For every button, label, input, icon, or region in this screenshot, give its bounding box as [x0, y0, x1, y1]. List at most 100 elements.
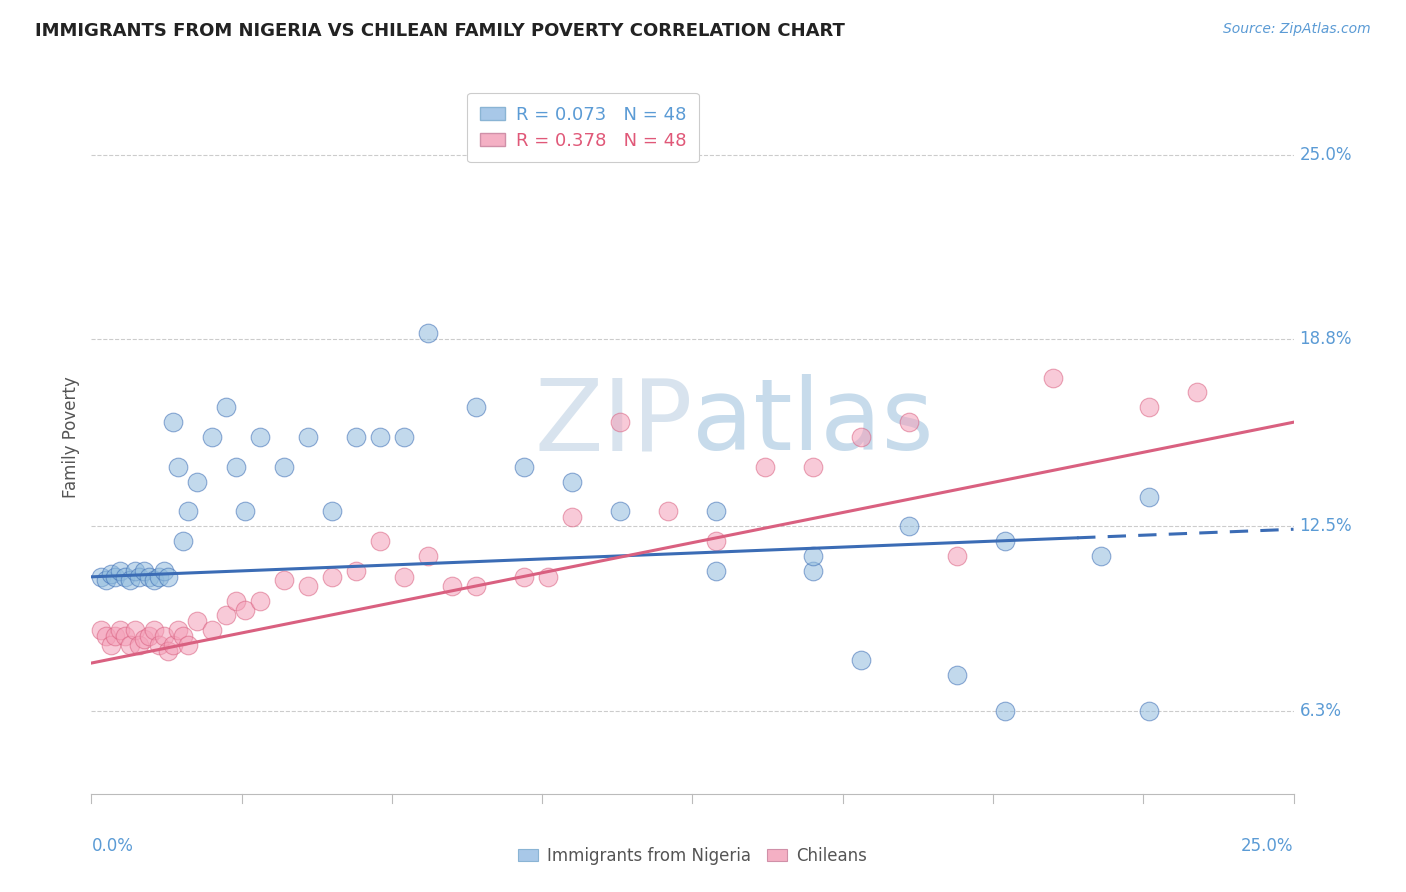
Point — [897, 415, 920, 429]
Point — [100, 566, 122, 581]
Point — [225, 593, 247, 607]
Point — [849, 430, 872, 444]
Point — [124, 564, 146, 578]
Point — [897, 519, 920, 533]
Point — [118, 638, 141, 652]
Point — [249, 430, 271, 444]
Point — [148, 570, 170, 584]
Point — [152, 564, 174, 578]
Point — [114, 629, 136, 643]
Point — [801, 564, 824, 578]
Point — [162, 638, 184, 652]
Point — [368, 430, 391, 444]
Point — [215, 608, 238, 623]
Point — [392, 430, 415, 444]
Point — [392, 570, 415, 584]
Point — [167, 459, 190, 474]
Point — [152, 629, 174, 643]
Point — [465, 579, 488, 593]
Text: ZIP: ZIP — [534, 375, 692, 471]
Point — [201, 624, 224, 638]
Point — [138, 629, 160, 643]
Point — [321, 504, 343, 518]
Point — [657, 504, 679, 518]
Point — [148, 638, 170, 652]
Point — [1090, 549, 1112, 563]
Point — [104, 570, 127, 584]
Point — [273, 573, 295, 587]
Text: Source: ZipAtlas.com: Source: ZipAtlas.com — [1223, 22, 1371, 37]
Point — [344, 430, 367, 444]
Point — [104, 629, 127, 643]
Point — [128, 638, 150, 652]
Point — [609, 415, 631, 429]
Point — [186, 615, 208, 629]
Point — [706, 534, 728, 549]
Point — [368, 534, 391, 549]
Text: 25.0%: 25.0% — [1241, 837, 1294, 855]
Legend: Immigrants from Nigeria, Chileans: Immigrants from Nigeria, Chileans — [512, 840, 873, 871]
Point — [537, 570, 560, 584]
Point — [134, 632, 156, 647]
Point — [416, 326, 439, 340]
Text: 25.0%: 25.0% — [1299, 145, 1353, 163]
Point — [706, 564, 728, 578]
Point — [561, 510, 583, 524]
Point — [706, 504, 728, 518]
Point — [513, 459, 536, 474]
Point — [142, 573, 165, 587]
Point — [157, 644, 180, 658]
Point — [440, 579, 463, 593]
Point — [186, 475, 208, 489]
Point — [100, 638, 122, 652]
Point — [114, 570, 136, 584]
Point — [609, 504, 631, 518]
Point — [994, 534, 1017, 549]
Point — [801, 459, 824, 474]
Y-axis label: Family Poverty: Family Poverty — [62, 376, 80, 498]
Point — [128, 570, 150, 584]
Point — [297, 430, 319, 444]
Point — [215, 401, 238, 415]
Point — [801, 549, 824, 563]
Point — [946, 668, 969, 682]
Point — [513, 570, 536, 584]
Point — [465, 401, 488, 415]
Point — [157, 570, 180, 584]
Point — [1137, 490, 1160, 504]
Point — [946, 549, 969, 563]
Point — [225, 459, 247, 474]
Text: 18.8%: 18.8% — [1299, 330, 1353, 348]
Point — [233, 504, 256, 518]
Point — [1137, 704, 1160, 718]
Point — [118, 573, 141, 587]
Point — [416, 549, 439, 563]
Point — [249, 593, 271, 607]
Point — [172, 629, 194, 643]
Point — [201, 430, 224, 444]
Text: 12.5%: 12.5% — [1299, 517, 1353, 535]
Point — [1137, 401, 1160, 415]
Point — [176, 504, 198, 518]
Point — [344, 564, 367, 578]
Text: 6.3%: 6.3% — [1299, 702, 1341, 720]
Text: atlas: atlas — [692, 375, 934, 471]
Point — [134, 564, 156, 578]
Point — [167, 624, 190, 638]
Point — [1042, 370, 1064, 384]
Point — [90, 570, 112, 584]
Point — [321, 570, 343, 584]
Point — [994, 704, 1017, 718]
Point — [172, 534, 194, 549]
Point — [94, 573, 117, 587]
Point — [297, 579, 319, 593]
Point — [124, 624, 146, 638]
Point — [561, 475, 583, 489]
Point — [273, 459, 295, 474]
Point — [849, 653, 872, 667]
Point — [754, 459, 776, 474]
Point — [90, 624, 112, 638]
Text: IMMIGRANTS FROM NIGERIA VS CHILEAN FAMILY POVERTY CORRELATION CHART: IMMIGRANTS FROM NIGERIA VS CHILEAN FAMIL… — [35, 22, 845, 40]
Text: 0.0%: 0.0% — [91, 837, 134, 855]
Point — [233, 602, 256, 616]
